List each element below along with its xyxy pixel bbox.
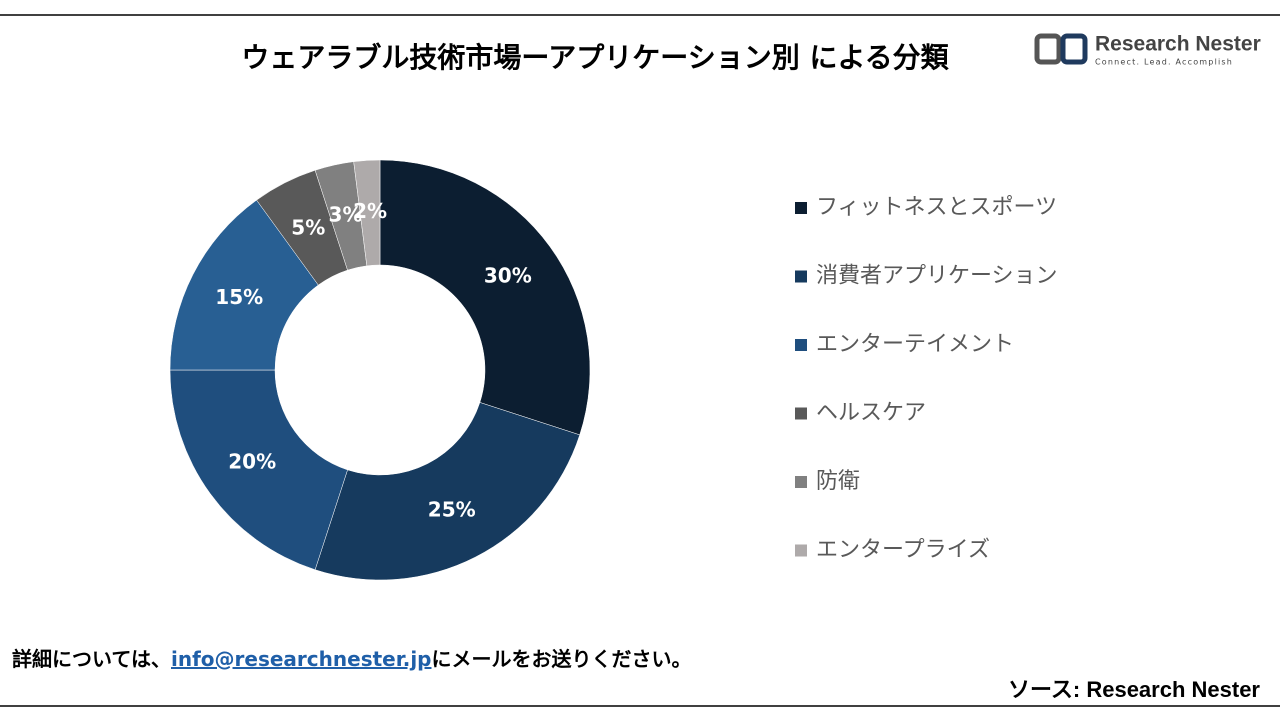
footer-note: 詳細については、info@researchnester.jpにメールをお送りくだ… [12, 647, 692, 671]
logo-icon [1034, 33, 1062, 65]
donut-slice [379, 159, 591, 436]
legend-label: 消費者アプリケーション [816, 264, 1058, 289]
legend-swatch [795, 339, 807, 351]
donut-slice [314, 402, 581, 581]
note-text: にメールをお送りください。 [432, 647, 692, 671]
value-label: 3% [329, 202, 363, 226]
value-label: 2% [353, 199, 387, 223]
source: ソース: Research Nester [1008, 677, 1260, 702]
legend-swatch [795, 544, 807, 557]
value-label: 30% [484, 264, 532, 288]
legend-label: ヘルスケア [816, 401, 926, 426]
logo-tagline: Connect. Lead. Accomplish [1095, 58, 1233, 67]
legend-swatch [795, 270, 807, 283]
legend-label: フィットネスとスポーツ [816, 195, 1057, 220]
legend-swatch [795, 407, 807, 420]
value-label: 25% [428, 497, 476, 521]
donut-slice [169, 199, 319, 371]
legend-swatch [795, 476, 807, 488]
legend-label: エンタープライズ [816, 538, 990, 563]
value-label: 5% [291, 216, 325, 240]
donut-slice [353, 159, 381, 267]
email-link[interactable]: info@researchnester.jp [171, 647, 432, 671]
legend-swatch [795, 202, 807, 214]
logo: Research Nester Connect. Lead. Accomplis… [1034, 33, 1261, 67]
logo-name: Research Nester [1095, 33, 1261, 56]
donut-slice [169, 369, 348, 571]
logo-icon [1060, 33, 1088, 65]
legend-label: エンターテイメント [816, 332, 1014, 357]
chart-title: ウェアラブル技術市場ーアプリケーション別 による分類 [241, 41, 949, 74]
note-text: 詳細については、 [12, 647, 171, 671]
value-label: 15% [215, 285, 263, 309]
legend-label: 防衛 [816, 469, 860, 494]
value-label: 20% [228, 449, 276, 473]
